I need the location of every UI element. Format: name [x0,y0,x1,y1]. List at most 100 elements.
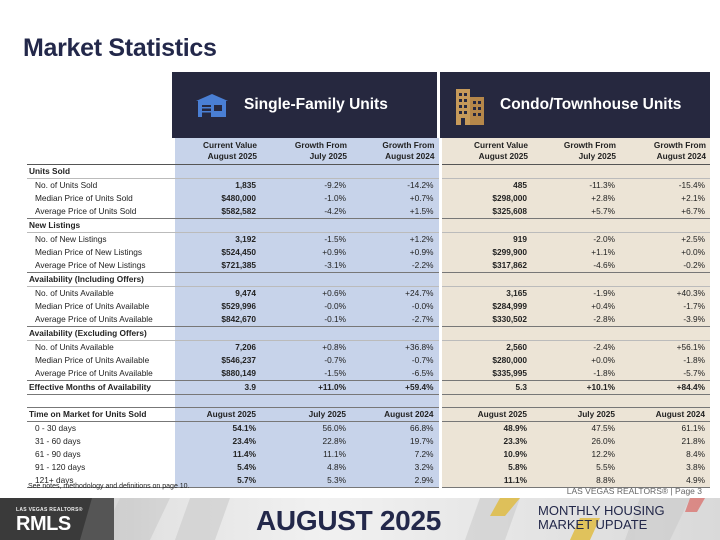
sf-value-cell: -0.7% [261,353,351,367]
section-header-row: Availability (Including Offers) [27,271,710,286]
spacer-cell [27,393,175,407]
ct-value-cell: +40.3% [620,285,710,300]
ct-value-cell: +10.1% [532,379,620,394]
ct-value-cell: +2.1% [620,191,710,205]
sf-value-cell: $480,000 [175,191,261,205]
row-label: Average Price of Units Available [35,313,153,324]
sf-value-cell: -2.2% [351,258,440,272]
ct-value-cell: -5.7% [620,366,710,380]
ct-value-cell: -3.9% [620,312,710,326]
ct-value-cell: 485 [438,177,532,192]
ct-empty-cell [438,325,532,340]
sf-value-cell: $529,996 [175,299,261,313]
ct-value-cell: $280,000 [438,353,532,367]
table-row: No. of Units Sold 1,835 -9.2% -14.2% 485 -11.… [27,177,710,192]
sf-value-cell: 3.2% [351,460,440,474]
ct-empty-cell [438,164,532,178]
tom-column-header: August 2025 [438,406,532,422]
table-row: Average Price of Units Available $880,149… [27,366,710,380]
sf-value-cell: +24.7% [351,285,440,300]
ct-value-cell: +1.1% [532,245,620,259]
sf-value-cell: $842,670 [175,312,261,326]
sf-value-cell: +0.6% [261,285,351,300]
row-label: Median Price of Units Sold [35,192,133,203]
sf-empty-cell [175,217,261,232]
ct-value-cell: -4.6% [532,258,620,272]
sf-value-cell: -0.1% [261,312,351,326]
row-label: Median Price of Units Available [35,300,150,311]
tom-column-header: August 2025 [175,406,261,422]
sf-value-cell: 7,206 [175,339,261,354]
footer-pattern-graphic [100,498,705,540]
ct-value-cell: +2.5% [620,231,710,246]
tom-column-header: July 2025 [532,406,620,422]
ct-value-cell: -1.7% [620,299,710,313]
sf-value-cell: 5.7% [175,473,261,488]
report-title: MONTHLY HOUSING MARKET UPDATE [538,503,665,532]
sf-value-cell: +59.4% [351,379,440,394]
ct-value-cell: $330,502 [438,312,532,326]
ct-empty-cell [620,217,710,232]
ct-empty-cell [620,271,710,286]
tom-row: 61 - 90 days 11.4% 11.1% 7.2% 10.9% 12.2% 8.4% [27,447,710,461]
sf-value-cell: 7.2% [351,447,440,461]
ct-value-cell: -0.2% [620,258,710,272]
col-month-sf: Growth From July 2025 [261,138,351,165]
spacer-cell [261,393,351,407]
spacer-cell [351,393,440,407]
sf-value-cell: -14.2% [351,177,440,192]
table-row: Average Price of Units Available $842,670… [27,312,710,326]
row-label: No. of New Listings [27,231,175,246]
row-label: 121+ days [27,473,175,488]
sf-value-cell: -4.2% [261,204,351,218]
ct-value-cell: 12.2% [532,447,620,461]
ct-value-cell: +56.1% [620,339,710,354]
logo-main-text: RMLS [16,513,71,535]
sf-value-cell: +0.7% [351,191,440,205]
ct-value-cell: $298,000 [438,191,532,205]
single-family-title: Single-Family Units [244,96,388,113]
ct-value-cell: 11.1% [438,473,532,488]
section-header-row: Availability (Excluding Offers) [27,325,710,340]
ct-value-cell: -1.8% [532,366,620,380]
ct-value-cell: $299,900 [438,245,532,259]
sf-value-cell: -2.7% [351,312,440,326]
section-title: Units Sold [29,165,71,176]
logo-small-text: LAS VEGAS REALTORS® [16,507,83,513]
ct-value-cell: 919 [438,231,532,246]
time-on-market-header-row: Time on Market for Units Sold August 2025… [27,406,710,422]
row-label: Average Price of Units Sold [35,205,137,216]
sf-empty-cell [261,271,351,286]
table-row: Median Price of Units Sold $480,000 -1.0% +… [27,191,710,205]
ct-value-cell: +5.7% [532,204,620,218]
table-row: No. of Units Available 9,474 +0.6% +24.7% 3,… [27,285,710,300]
ct-value-cell: +2.8% [532,191,620,205]
table-row: Median Price of Units Available $546,237-… [27,353,710,367]
sf-value-cell: 11.4% [175,447,261,461]
column-header-row: Current Value August 2025 Growth From July… [27,138,710,165]
ct-empty-cell [620,325,710,340]
ct-value-cell: 23.3% [438,434,532,448]
ct-value-cell: -11.3% [532,177,620,192]
ct-value-cell: 3,165 [438,285,532,300]
sf-value-cell: +0.9% [351,245,440,259]
sf-value-cell: 5.4% [175,460,261,474]
sf-value-cell: 3.9 [175,379,261,394]
col-current-sf: Current Value August 2025 [175,138,261,165]
report-month: AUGUST 2025 [256,505,441,536]
ct-value-cell: -2.4% [532,339,620,354]
sf-value-cell: 54.1% [175,421,261,435]
sf-value-cell: -0.0% [261,299,351,313]
sf-value-cell: $546,237 [175,353,261,367]
sf-value-cell: $880,149 [175,366,261,380]
sf-value-cell: 23.4% [175,434,261,448]
sf-value-cell: +36.8% [351,339,440,354]
ct-empty-cell [620,164,710,178]
ct-empty-cell [532,217,620,232]
ct-value-cell: 8.4% [620,447,710,461]
sf-value-cell: -1.5% [261,366,351,380]
condo-title: Condo/Townhouse Units [500,96,682,113]
ct-value-cell: -2.0% [532,231,620,246]
ct-value-cell: $317,862 [438,258,532,272]
footnote: See notes, methodology and definitions o… [28,483,190,490]
